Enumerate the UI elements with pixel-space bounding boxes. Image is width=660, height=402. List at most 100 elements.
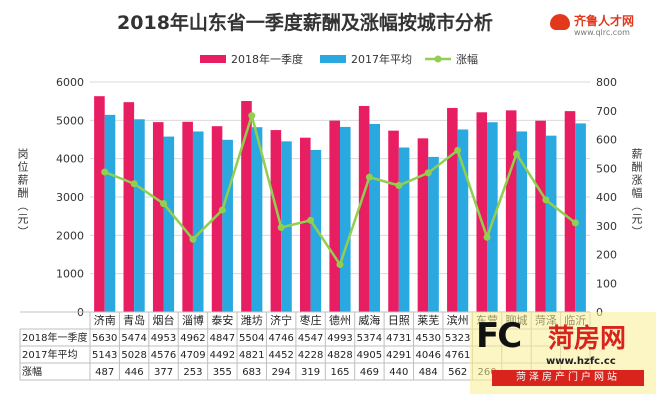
x-tick-label: 日照 xyxy=(388,314,410,327)
y-axis-label-right: 薪酬涨幅（元） xyxy=(630,148,643,239)
legend-swatch-marker xyxy=(434,55,442,63)
growth-point xyxy=(571,219,579,227)
table-cell: 377 xyxy=(154,367,173,378)
brand-logo: 齐鲁人才网 www.qlrc.com xyxy=(548,12,652,42)
table-cell: 4492 xyxy=(210,350,235,361)
bar-2017-avg xyxy=(251,127,263,312)
watermark-url: www.hzfc.cc xyxy=(546,356,616,367)
x-tick-label: 滨州 xyxy=(447,313,469,327)
y-tick-label: 5000 xyxy=(56,114,84,127)
x-tick-label: 烟台 xyxy=(153,313,175,327)
y2-tick-label: 100 xyxy=(596,277,617,290)
bar-2018-q1 xyxy=(564,111,576,312)
table-cell: 484 xyxy=(419,367,438,378)
bar-2017-avg xyxy=(457,129,469,312)
watermark: FC 菏房网 www.hzfc.cc 菏泽房产门户网站 xyxy=(470,312,656,394)
legend-label: 2017年平均 xyxy=(351,52,412,66)
bar-2018-q1 xyxy=(476,112,488,313)
bar-2018-q1 xyxy=(388,130,399,312)
bar-2018-q1 xyxy=(300,137,311,312)
table-cell: 4709 xyxy=(180,350,205,361)
bar-2017-avg xyxy=(192,131,204,312)
bar-2017-avg xyxy=(222,139,233,312)
growth-point xyxy=(248,112,256,120)
x-tick-label: 枣庄 xyxy=(300,313,322,327)
legend-swatch xyxy=(320,55,346,63)
bar-2018-q1 xyxy=(358,105,370,312)
brand-logo-url: www.qlrc.com xyxy=(574,28,630,37)
table-cell: 4547 xyxy=(298,333,323,344)
growth-point xyxy=(307,216,315,224)
bar-2018-q1 xyxy=(123,102,135,312)
y2-tick-label: 400 xyxy=(596,191,617,204)
legend-label: 涨幅 xyxy=(456,53,478,66)
table-cell: 319 xyxy=(301,367,320,378)
legend-label: 2018年一季度 xyxy=(231,52,303,66)
y2-tick-label: 800 xyxy=(596,76,617,89)
bar-2018-q1 xyxy=(270,130,282,312)
table-cell: 5028 xyxy=(121,350,146,361)
table-cell: 683 xyxy=(242,367,261,378)
y-tick-label: 1000 xyxy=(56,268,84,281)
bar-2018-q1 xyxy=(417,138,429,312)
growth-point xyxy=(483,233,491,241)
table-cell: 4847 xyxy=(210,333,235,344)
table-cell: 446 xyxy=(125,367,144,378)
y2-tick-label: 200 xyxy=(596,249,617,262)
growth-point xyxy=(365,173,373,181)
bar-2017-avg xyxy=(487,122,498,312)
bar-2018-q1 xyxy=(329,120,340,312)
bar-2017-avg xyxy=(369,123,380,312)
growth-point xyxy=(395,182,403,189)
x-tick-label: 莱芜 xyxy=(417,313,439,327)
y2-tick-label: 500 xyxy=(596,162,617,175)
table-cell: 294 xyxy=(272,367,291,378)
table-row-label: 2018年一季度 xyxy=(22,331,87,344)
x-tick-label: 威海 xyxy=(358,313,380,327)
table-cell: 4576 xyxy=(151,350,176,361)
x-tick-label: 淄博 xyxy=(182,314,204,327)
growth-point xyxy=(336,261,344,269)
bar-2017-avg xyxy=(516,131,528,312)
watermark-tagline: 菏泽房产门户网站 xyxy=(492,370,644,386)
bar-2017-avg xyxy=(428,156,439,312)
table-cell: 5143 xyxy=(92,350,117,361)
table-cell: 4993 xyxy=(327,333,352,344)
growth-point xyxy=(160,200,168,208)
watermark-code: FC xyxy=(476,316,522,356)
frog-logo-icon xyxy=(550,14,570,30)
table-cell: 4905 xyxy=(357,350,382,361)
y-tick-label: 2000 xyxy=(56,229,84,242)
table-cell: 5474 xyxy=(121,333,146,344)
brand-logo-name: 齐鲁人才网 xyxy=(574,14,635,28)
table-row-label: 涨幅 xyxy=(22,365,42,378)
bar-2017-avg xyxy=(340,126,351,312)
table-cell: 4530 xyxy=(416,333,441,344)
table-cell: 4953 xyxy=(151,333,176,344)
table-cell: 562 xyxy=(448,367,467,378)
x-tick-label: 青岛 xyxy=(123,313,145,327)
table-cell: 4761 xyxy=(445,350,470,361)
table-cell: 487 xyxy=(95,367,114,378)
table-cell: 4228 xyxy=(298,350,323,361)
x-tick-label: 德州 xyxy=(329,313,351,327)
table-cell: 4731 xyxy=(386,333,411,344)
y-tick-label: 6000 xyxy=(56,76,84,89)
x-tick-label: 泰安 xyxy=(211,313,233,327)
bar-2018-q1 xyxy=(211,126,223,312)
y-axis-label-left: 岗位薪酬（元） xyxy=(16,148,29,239)
table-cell: 440 xyxy=(389,367,408,378)
legend-swatch xyxy=(200,55,226,63)
growth-point xyxy=(189,235,197,243)
chart-title: 2018年山东省一季度薪酬及涨幅按城市分析 xyxy=(117,12,493,34)
table-cell: 165 xyxy=(330,367,349,378)
bar-2017-avg xyxy=(163,136,175,312)
table-cell: 5504 xyxy=(239,333,264,344)
growth-point xyxy=(101,168,109,176)
bar-2018-q1 xyxy=(94,96,105,312)
table-row-label: 2017年平均 xyxy=(22,348,77,361)
table-cell: 4452 xyxy=(268,350,293,361)
table-cell: 355 xyxy=(213,367,232,378)
growth-point xyxy=(542,196,550,204)
y-tick-label: 3000 xyxy=(56,191,84,204)
